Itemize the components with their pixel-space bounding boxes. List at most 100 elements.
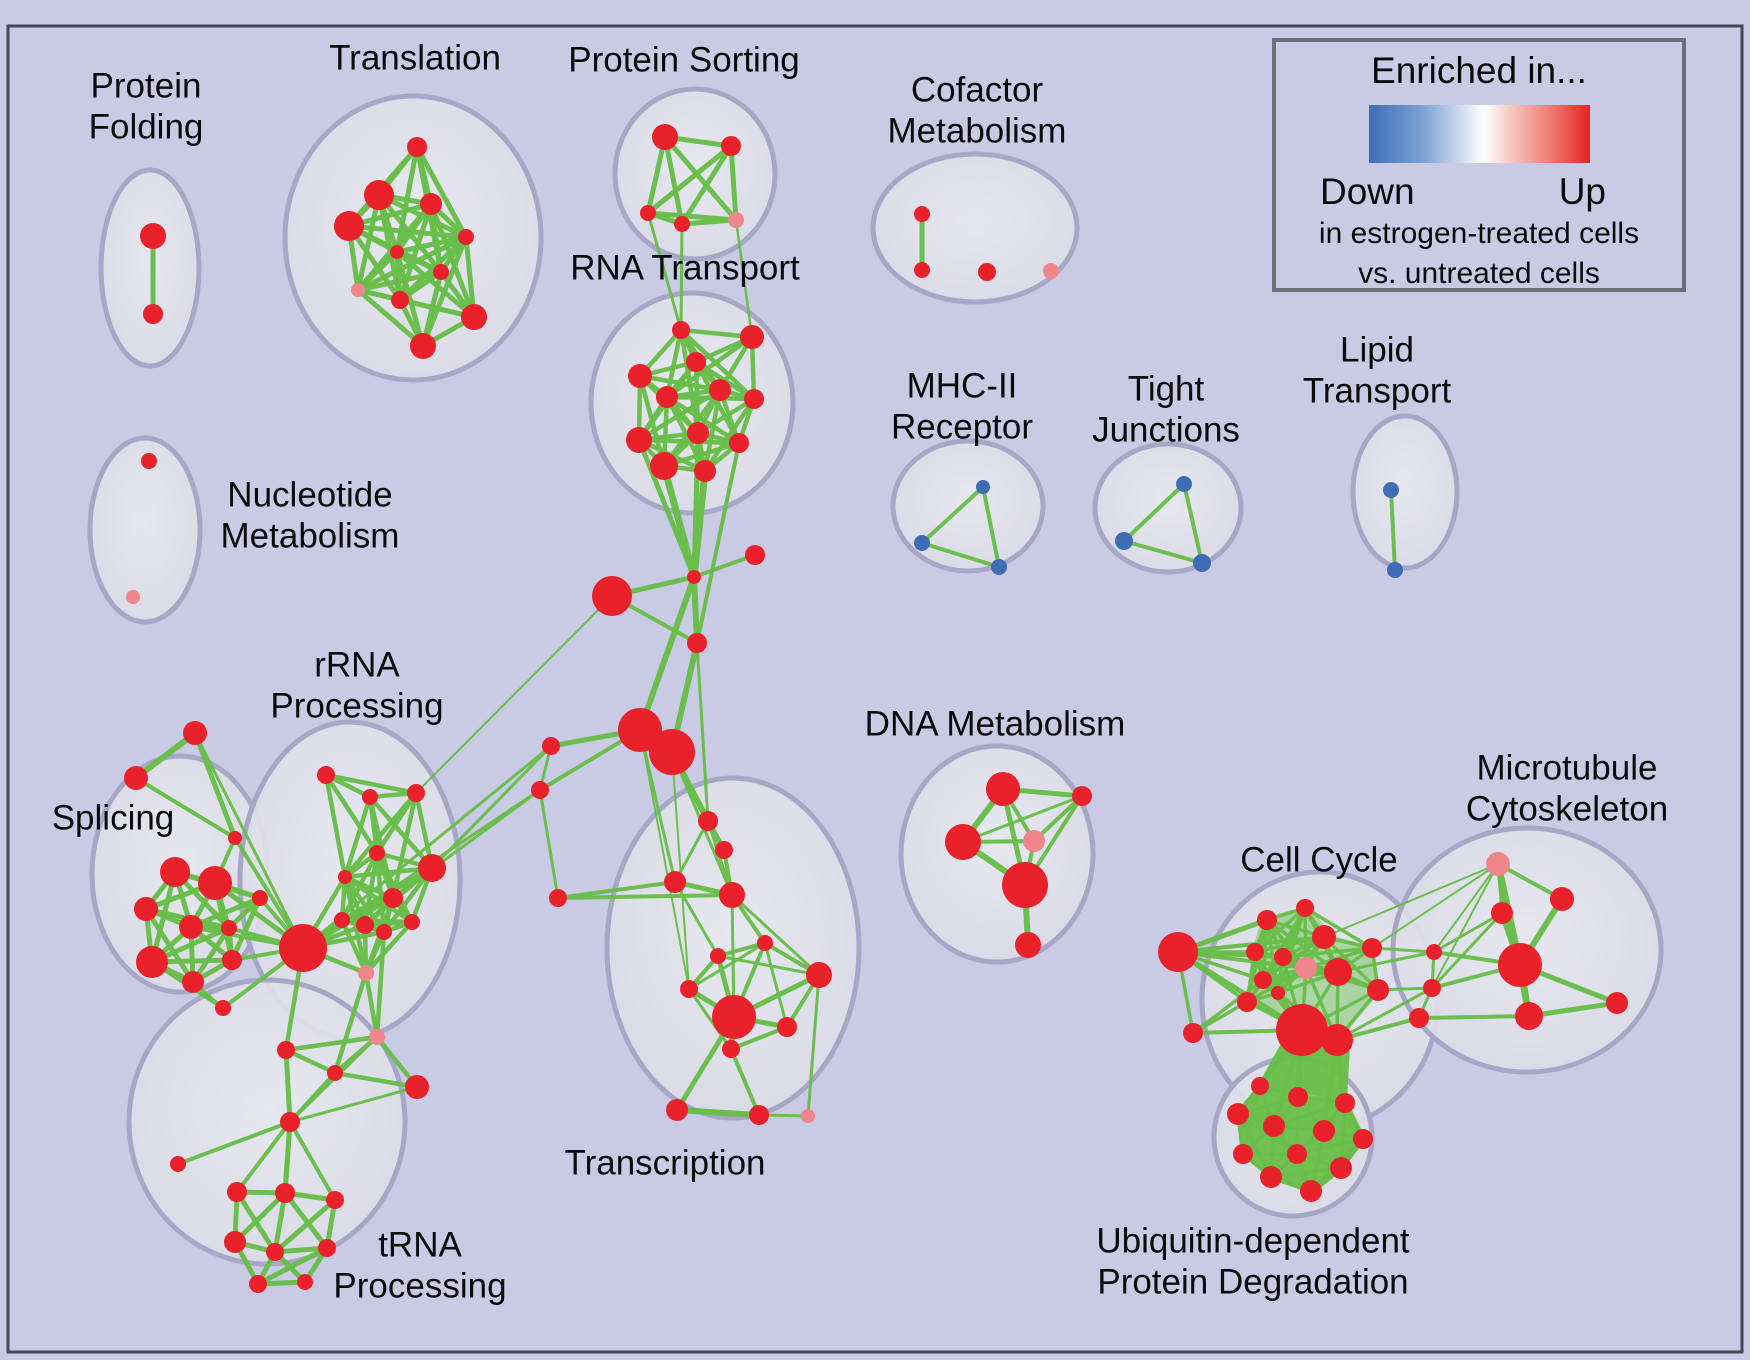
edge [323,772,380,856]
cluster-label-mhc: MHC-II [907,366,1018,405]
edge [355,269,444,293]
edge [1389,488,1397,572]
edge [342,794,373,880]
gene-set-node [618,708,662,752]
cluster-label-trna: Processing [333,1266,506,1305]
edge [463,234,477,320]
gene-set-node [124,766,148,790]
gene-set-node [126,590,140,604]
gene-set-node [1300,1180,1322,1202]
gene-set-node [757,935,773,951]
gene-set-node [656,386,678,408]
cluster-label-rrna: rRNA [314,645,400,684]
gene-set-node [687,633,707,653]
gene-set-node [1606,992,1628,1014]
edge [638,728,677,884]
cluster-label-ubiquitin: Protein Degradation [1097,1262,1408,1301]
legend-subtitle-line2: vs. untreated cells [1358,257,1600,290]
cluster-label-dna: DNA Metabolism [865,704,1126,743]
gene-set-node [1251,1077,1269,1095]
gene-set-node [356,916,374,934]
gene-set-node [686,352,706,372]
gene-set-node [182,971,204,993]
edge [687,941,767,991]
cluster-ellipse-protein_folding [98,167,202,369]
gene-set-node [1486,852,1510,876]
cluster-label-translation: Translation [329,38,501,77]
edge [288,1120,337,1202]
gene-set-node [674,216,690,232]
edge [716,954,821,977]
edge [674,1107,762,1118]
gene-set-node [338,870,352,884]
gene-set-node [141,453,157,469]
gene-set-node [140,223,166,249]
gene-set-node [228,831,242,845]
cluster-label-trna: tRNA [378,1225,462,1264]
gene-set-node [1254,971,1272,989]
edge [639,729,690,990]
gene-set-node [1324,958,1352,986]
gene-set-node [801,1109,815,1123]
edge [283,1047,338,1076]
edge [920,541,1001,569]
gene-set-node [134,897,158,921]
gene-set-node [721,136,741,156]
gene-set-node [1271,986,1285,1000]
gene-set-node [1362,938,1382,958]
edge [282,1119,293,1196]
cluster-label-protein_folding: Folding [89,107,204,146]
edge [176,1120,292,1166]
edge [538,788,560,900]
gene-set-node [1498,943,1542,987]
edge [332,970,369,1076]
edge [1431,863,1499,989]
legend-title: Enriched in... [1371,50,1587,91]
edge [1272,1101,1347,1128]
edge [1430,911,1504,990]
edge [763,941,789,1029]
edge [695,641,710,823]
edge [1417,1014,1531,1020]
edge [728,143,739,223]
cluster-label-rna_transport: RNA Transport [570,248,800,287]
gene-set-node [728,212,744,228]
gene-set-node [1287,1144,1307,1164]
gene-set-node [327,1065,343,1081]
edge [695,441,741,645]
edge [730,893,821,977]
edge [193,731,305,950]
edge [679,217,739,227]
edge [188,895,263,930]
edge [734,218,754,339]
gene-set-node [334,912,350,928]
gene-set-node [183,721,207,745]
gene-set-node [914,206,930,222]
gene-set-node [1295,957,1317,979]
gene-set-node [221,920,237,936]
gene-set-node [266,1243,284,1261]
gene-set-node [334,211,364,241]
edge [687,987,733,1051]
edge [678,327,757,402]
gene-set-node [1423,979,1441,997]
edge [374,929,387,1040]
edge [1303,906,1374,950]
edge [1323,863,1499,938]
edge [636,437,742,446]
edge [556,880,677,900]
cluster-label-lipid: Lipid [1340,330,1414,369]
edge [1304,946,1374,970]
cluster-label-mhc: Receptor [891,407,1033,446]
cluster-label-transcription: Transcription [565,1143,766,1182]
gene-set-node [806,962,832,988]
edge [664,334,755,400]
gene-set-node [1183,1023,1203,1043]
gene-set-node [458,229,474,245]
edge [355,287,426,349]
edge [637,574,697,733]
gene-set-node [628,364,652,388]
edge [1432,911,1504,954]
